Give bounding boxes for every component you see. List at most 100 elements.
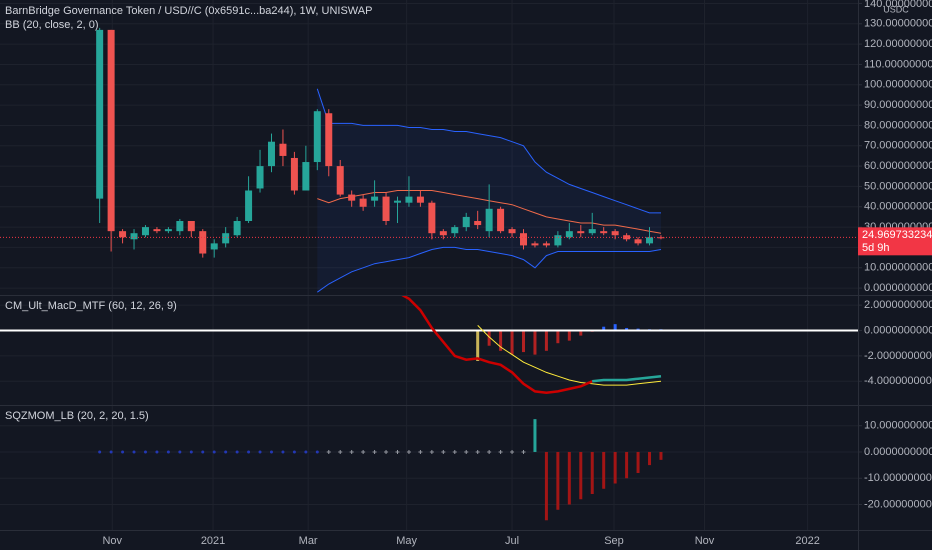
momentum-bar — [544, 451, 548, 521]
y-tick-label: 130.0000000000 — [864, 18, 932, 30]
candle-body — [554, 235, 562, 246]
squeeze-cross — [475, 449, 480, 454]
y-tick-label: 60.0000000000 — [864, 160, 932, 172]
y-tick-label: 0.0000000000 — [864, 446, 932, 458]
squeeze-cross — [498, 449, 503, 454]
candle-body — [199, 231, 207, 254]
candle-body — [313, 111, 321, 163]
momentum-bar — [533, 419, 537, 452]
candle-body — [600, 231, 608, 234]
candle-body — [646, 237, 654, 244]
y-tick-label: 10.0000000000 — [864, 420, 932, 432]
squeeze-cross — [326, 449, 331, 454]
squeeze-dot — [304, 450, 308, 454]
y-tick-label: 100.0000000000 — [864, 79, 932, 91]
candle-body — [359, 198, 367, 207]
indicator-title: BB (20, close, 2, 0) — [5, 19, 99, 31]
price-label: 24.9697332347 — [862, 229, 932, 241]
squeeze-cross — [349, 449, 354, 454]
candle-body — [290, 157, 298, 191]
macd-histogram-bar — [613, 324, 617, 331]
candle-body — [577, 231, 585, 234]
candle-body — [393, 200, 401, 203]
candle-body — [565, 231, 573, 238]
candle-body — [348, 194, 356, 201]
squeeze-cross — [441, 449, 446, 454]
candle-body — [611, 231, 619, 236]
signal-line — [477, 325, 662, 386]
macd-histogram-bar — [602, 326, 606, 331]
squeeze-cross — [452, 449, 457, 454]
candle-body — [222, 233, 230, 244]
macd-histogram-bar — [567, 330, 571, 341]
macd-histogram-bar — [625, 327, 629, 331]
candle-body — [382, 196, 390, 221]
candle-body — [153, 229, 161, 232]
y-tick-label: 0.0000000000 — [864, 324, 932, 336]
x-tick-label: May — [396, 535, 417, 547]
squeeze-dot — [269, 450, 273, 454]
y-tick-label: 80.0000000000 — [864, 119, 932, 131]
momentum-bar — [556, 451, 560, 510]
squeeze-cross — [418, 449, 423, 454]
x-tick-label: 2021 — [201, 535, 225, 547]
macd-histogram-bar — [522, 330, 526, 353]
squeeze-cross — [510, 449, 515, 454]
squeeze-dot — [178, 450, 182, 454]
candle-body — [96, 29, 104, 199]
macd-histogram-bar — [533, 330, 537, 355]
candle-body — [508, 229, 516, 234]
candle-body — [497, 208, 505, 232]
candle-body — [187, 220, 195, 232]
price-label-box — [858, 227, 932, 256]
momentum-bar — [567, 451, 571, 505]
momentum-bar — [625, 451, 629, 479]
momentum-bar — [602, 451, 606, 489]
squeeze-dot — [132, 450, 136, 454]
squeeze-dot — [155, 450, 159, 454]
squeeze-dot — [143, 450, 147, 454]
momentum-bar — [636, 451, 640, 473]
momentum-bar — [579, 451, 583, 500]
y-tick-label: 10.0000000000 — [864, 262, 932, 274]
candle-body — [267, 141, 275, 167]
candle-body — [279, 143, 287, 156]
price-pane — [0, 27, 858, 293]
candle-body — [520, 233, 528, 246]
bb-upper — [316, 88, 661, 214]
candle-body — [107, 29, 115, 232]
macd-histogram-bar — [579, 330, 583, 336]
macd-pane — [0, 296, 858, 394]
y-tick-label: -4.0000000000 — [864, 375, 932, 387]
candle-body — [428, 202, 436, 234]
x-tick-label: Nov — [695, 535, 715, 547]
candle-body — [371, 196, 379, 201]
x-tick-label: 2022 — [795, 535, 819, 547]
candle-body — [130, 233, 138, 240]
squeeze-cross — [487, 449, 492, 454]
candle-body — [233, 220, 241, 236]
candle-body — [542, 243, 550, 246]
squeeze-dot — [247, 450, 251, 454]
bb-lower — [317, 246, 662, 293]
squeeze-cross — [521, 449, 526, 454]
candle-body — [474, 220, 482, 226]
candle-body — [245, 190, 253, 221]
candle-body — [325, 113, 333, 167]
squeeze-dot — [235, 450, 239, 454]
y-tick-label: -2.0000000000 — [864, 350, 932, 362]
axes: 0.000000000010.000000000020.000000000030… — [102, 0, 932, 547]
candle-body — [416, 196, 424, 203]
candle-body — [485, 208, 493, 232]
macd-line — [401, 296, 593, 394]
countdown-label: 5d 9h — [862, 242, 890, 254]
x-tick-label: Jul — [505, 535, 519, 547]
y-tick-label: 140.0000000000 — [864, 0, 932, 10]
squeeze-dot — [98, 450, 102, 454]
candle-body — [623, 235, 631, 240]
squeeze-cross — [429, 449, 434, 454]
squeeze-dot — [281, 450, 285, 454]
squeeze-dot — [109, 450, 113, 454]
candle-body — [451, 227, 459, 234]
